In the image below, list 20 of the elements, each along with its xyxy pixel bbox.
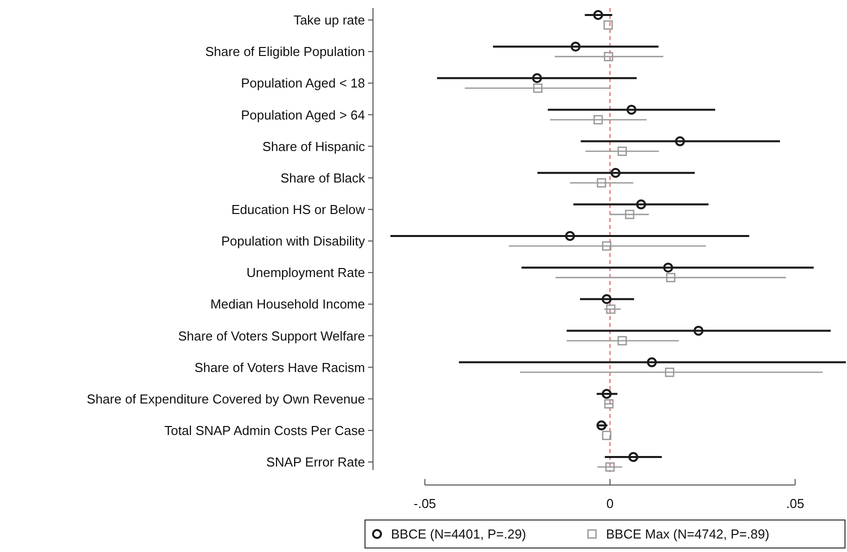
y-tick-label: Share of Black	[280, 170, 366, 186]
y-tick-label: Total SNAP Admin Costs Per Case	[164, 422, 365, 438]
x-tick-label: 0	[606, 496, 614, 511]
y-tick-label: SNAP Error Rate	[266, 454, 365, 470]
legend-label: BBCE Max (N=4742, P=.89)	[606, 526, 770, 542]
x-tick-label: .05	[786, 496, 804, 511]
legend-label: BBCE (N=4401, P=.29)	[391, 526, 526, 542]
y-tick-label: Median Household Income	[210, 296, 365, 312]
y-tick-label: Unemployment Rate	[246, 265, 365, 280]
y-tick-label: Education HS or Below	[231, 202, 366, 217]
y-tick-label: Share of Eligible Population	[205, 44, 365, 60]
y-tick-label: Share of Hispanic	[262, 138, 366, 154]
y-tick-label: Share of Voters Support Welfare	[178, 328, 365, 344]
x-tick-label: -.05	[414, 496, 436, 511]
y-tick-label: Share of Voters Have Racism	[194, 360, 365, 375]
y-tick-label: Share of Expenditure Covered by Own Revenue	[86, 391, 365, 406]
y-tick-label: Take up rate	[293, 12, 365, 28]
y-tick-label: Population Aged < 18	[241, 76, 365, 91]
y-tick-label: Population with Disability	[221, 234, 366, 249]
y-tick-label: Population Aged > 64	[241, 107, 365, 122]
